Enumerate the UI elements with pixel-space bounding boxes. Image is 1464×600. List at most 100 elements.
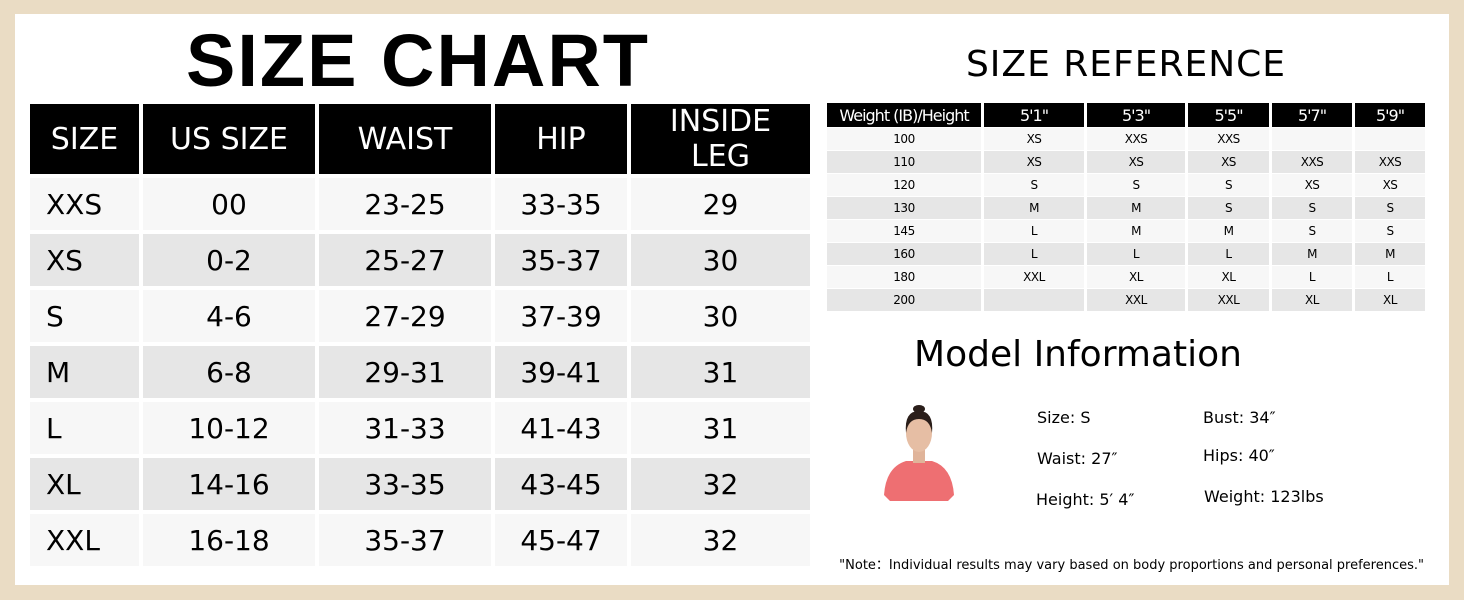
table-row: 180 XXL XL XL L L [827,266,1425,288]
table-cell: XS [30,234,139,286]
table-row: XL 14-16 33-35 43-45 32 [30,458,810,510]
table-row: 110 XS XS XS XXS XXS [827,151,1425,173]
table-cell: 33-35 [495,178,627,230]
model-weight: Weight: 123lbs [1204,487,1324,506]
table-cell: 27-29 [319,290,491,342]
table-cell: 145 [827,220,981,242]
table-cell: S [1188,174,1269,196]
table-cell: M [30,346,139,398]
table-cell: S [1188,197,1269,219]
table-cell: 31 [631,346,810,398]
table-cell: M [1188,220,1269,242]
table-cell: 14-16 [143,458,315,510]
table-cell: 43-45 [495,458,627,510]
table-cell: XXS [1272,151,1352,173]
table-cell: S [984,174,1084,196]
column-header: 5'1" [984,103,1084,127]
size-reference-title: SIZE REFERENCE [965,44,1287,85]
table-cell: 0-2 [143,234,315,286]
table-cell: XXS [1355,151,1425,173]
table-row: M 6-8 29-31 39-41 31 [30,346,810,398]
model-waist: Waist: 27″ [1037,449,1118,468]
table-cell: XS [984,151,1084,173]
table-cell: XXL [1188,289,1269,311]
table-cell: 30 [631,290,810,342]
column-header: 5'7" [1272,103,1352,127]
column-header: Weight (IB)/Height [827,103,981,127]
table-cell: XS [1355,174,1425,196]
column-header: 5'9" [1355,103,1425,127]
table-cell: 35-37 [319,514,491,566]
table-cell: 31 [631,402,810,454]
column-header: 5'3" [1087,103,1185,127]
table-cell: M [1272,243,1352,265]
table-cell: 35-37 [495,234,627,286]
table-row: XS 0-2 25-27 35-37 30 [30,234,810,286]
table-cell: 120 [827,174,981,196]
table-row: 145 L M M S S [827,220,1425,242]
table-cell: XL [30,458,139,510]
table-cell: 16-18 [143,514,315,566]
table-cell: S [1355,197,1425,219]
table-cell: 33-35 [319,458,491,510]
table-cell: 25-27 [319,234,491,286]
table-cell: XXS [1087,128,1185,150]
column-header: INSIDE LEG [631,104,810,174]
table-cell: S [1272,197,1352,219]
table-cell: 32 [631,458,810,510]
table-cell: 37-39 [495,290,627,342]
model-photo [884,405,954,501]
table-row: 160 L L L M M [827,243,1425,265]
table-cell: L [30,402,139,454]
model-height: Height: 5′ 4″ [1036,490,1135,509]
table-cell: 00 [143,178,315,230]
table-cell: M [1087,220,1185,242]
table-cell: 29 [631,178,810,230]
table-row: S 4-6 27-29 37-39 30 [30,290,810,342]
table-cell: XS [1087,151,1185,173]
column-header: HIP [495,104,627,174]
table-cell: S [1272,220,1352,242]
table-cell: XL [1087,266,1185,288]
table-cell: S [1355,220,1425,242]
model-size: Size: S [1037,408,1091,427]
table-cell: L [1188,243,1269,265]
size-chart-table: SIZE US SIZE WAIST HIP INSIDE LEG XXS 00 23-25 3… [26,100,814,570]
table-cell: 23-25 [319,178,491,230]
table-cell: S [1087,174,1185,196]
table-cell: 130 [827,197,981,219]
table-row: XXS 00 23-25 33-35 29 [30,178,810,230]
table-cell: M [1355,243,1425,265]
table-cell: M [984,197,1084,219]
table-cell: 41-43 [495,402,627,454]
table-cell: XS [1188,151,1269,173]
column-header: WAIST [319,104,491,174]
table-cell: XL [1355,289,1425,311]
model-bust: Bust: 34″ [1203,408,1276,427]
table-cell: 45-47 [495,514,627,566]
table-cell: 4-6 [143,290,315,342]
table-row: 130 M M S S S [827,197,1425,219]
table-cell: XL [1272,289,1352,311]
table-row: 120 S S S XS XS [827,174,1425,196]
table-cell: 100 [827,128,981,150]
table-cell: 39-41 [495,346,627,398]
table-cell: XXL [984,266,1084,288]
table-cell: M [1087,197,1185,219]
table-cell: L [1272,266,1352,288]
table-cell: 200 [827,289,981,311]
table-row: 200 XXL XXL XL XL [827,289,1425,311]
table-cell [1272,128,1352,150]
table-cell: 31-33 [319,402,491,454]
table-cell: XL [1188,266,1269,288]
table-cell: 10-12 [143,402,315,454]
table-cell: 6-8 [143,346,315,398]
table-cell: L [984,220,1084,242]
table-cell [1355,128,1425,150]
table-cell: 32 [631,514,810,566]
table-cell: XXL [30,514,139,566]
column-header: 5'5" [1188,103,1269,127]
column-header: SIZE [30,104,139,174]
table-cell: 110 [827,151,981,173]
table-cell: L [1087,243,1185,265]
